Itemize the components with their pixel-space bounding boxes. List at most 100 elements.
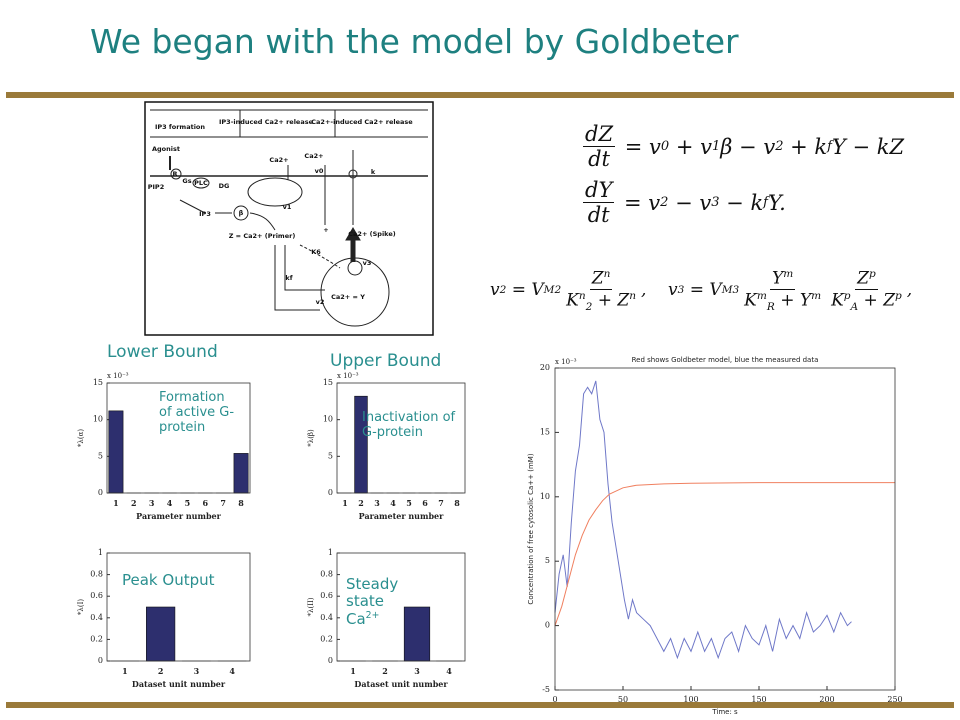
y-tick-label: 10 [540, 492, 550, 501]
eq-sup: n [603, 268, 611, 280]
y-axis-label: *λ(I) [77, 599, 85, 615]
eq-text: Y. [768, 190, 786, 215]
plot-frame [554, 367, 896, 691]
eq-text: = V [506, 280, 544, 301]
eq-text: Y − kZ [831, 134, 905, 159]
x-tick-label: 1 [342, 498, 348, 508]
chart-title: Red shows Goldbeter model, blue the meas… [632, 356, 819, 364]
eq-text: dZ [585, 122, 614, 146]
diagram-label: k [371, 168, 376, 176]
fraction: dZ dt [583, 122, 616, 171]
slide-title: We began with the model by Goldbeter [90, 22, 739, 61]
x-tick-label: 5 [406, 498, 412, 508]
x-tick-label: 0 [552, 695, 557, 704]
eq-text: dt [588, 147, 610, 171]
data-line [554, 380, 852, 660]
eq-sup: m [756, 289, 767, 302]
fraction: Ym KmR + Ym [742, 268, 823, 313]
x-tick-label: 4 [446, 666, 452, 676]
diagram-label: Ca2+-induced Ca2+ release [311, 118, 413, 126]
diagram-label: Ca2+ = Y [331, 293, 365, 301]
x-tick-label: 4 [167, 498, 173, 508]
diagram-label: R [172, 170, 177, 178]
x-axis-label: Dataset unit number [132, 679, 226, 689]
numerator: Zp [855, 268, 878, 290]
eq-sup: m [783, 268, 794, 280]
eq-sub: 0 [660, 139, 670, 154]
eq-sub: 2 [775, 139, 784, 154]
x-tick-label: 3 [194, 666, 200, 676]
x-tick-label: 150 [751, 695, 766, 704]
eq-sub: R [766, 300, 775, 313]
y-tick-label: 15 [323, 378, 333, 387]
diagram-label: v0 [315, 167, 324, 175]
formation-label: Formation of active G-protein [159, 390, 235, 435]
eq-text: + v [669, 134, 712, 159]
x-tick-label: 8 [238, 498, 244, 508]
x-tick-label: 4 [390, 498, 396, 508]
diagram-label: PLC [194, 179, 208, 187]
eq-sup: n [629, 289, 637, 302]
eq-text: , v [641, 280, 678, 301]
eq-text: β − v [720, 134, 776, 159]
eq-text: Y [772, 268, 784, 289]
eq-text: , [906, 280, 913, 301]
y-tick-label: 0 [545, 621, 550, 630]
x-tick-label: 2 [358, 498, 364, 508]
y-tick-label: 20 [540, 363, 550, 372]
diagram-label: Ca2+ [269, 156, 288, 164]
eq-sup: n [578, 289, 586, 302]
offset-label: x 10⁻³ [107, 372, 129, 380]
y-tick-label: 0.6 [90, 591, 103, 600]
x-axis-label: Parameter number [359, 511, 445, 521]
x-tick-label: 6 [422, 498, 428, 508]
y-tick-label: 0 [98, 488, 103, 497]
fraction: dY dt [583, 178, 615, 227]
y-tick-label: 5 [545, 556, 550, 565]
eq-sub: 3 [711, 195, 720, 210]
y-tick-label: 0.4 [90, 613, 103, 622]
plot-area [555, 368, 895, 690]
x-tick-label: 5 [185, 498, 191, 508]
steady-state-label: Steady state Ca2+ [346, 575, 404, 628]
eq-sub: 2 [499, 284, 507, 297]
diagram-label: K6 [311, 248, 321, 256]
diagram-label: β [239, 209, 244, 217]
x-tick-label: 250 [887, 695, 902, 704]
y-tick-label: 0.2 [90, 634, 103, 643]
eq-text: + Y [774, 290, 812, 311]
denominator: dt [586, 147, 612, 171]
y-tick-label: 5 [98, 451, 103, 460]
eq-sub: 1 [711, 139, 721, 154]
eq-sup: p [868, 268, 876, 280]
fraction: Zn Kn2 + Zn [564, 268, 638, 313]
plot-frame [336, 382, 466, 494]
x-tick-label: 1 [113, 498, 119, 508]
y-tick-label: 0.4 [320, 613, 333, 622]
inactivation-label: Inactivation of G-protein [362, 410, 456, 440]
eq-sub: f [763, 195, 768, 210]
denominator: KpA + Zp [829, 290, 904, 313]
y-axis-label: *λ(II) [307, 597, 315, 616]
eq-text: − v [668, 190, 712, 215]
denominator: Kn2 + Zn [564, 290, 638, 313]
bar [108, 410, 124, 494]
diagram-label: IP3 [199, 210, 211, 218]
y-tick-label: -5 [542, 685, 550, 694]
diagram-label: Ca2+ [304, 152, 323, 160]
diagram-label: Ca2+ (Spike) [348, 230, 395, 238]
eq-sub: M2 [543, 284, 562, 297]
diagram-label: + [323, 226, 328, 234]
eq-sup: p [895, 289, 902, 302]
eq-text: dY [585, 178, 613, 202]
eq-sub: M3 [721, 284, 740, 297]
fraction: Zp KpA + Zp [829, 268, 904, 313]
eq-text: Z [591, 268, 604, 289]
x-tick-label: 50 [618, 695, 628, 704]
eq-text: + k [783, 134, 828, 159]
y-axis-label: *λ(β) [307, 429, 315, 447]
eq-text: + Z [858, 290, 896, 311]
x-tick-label: 200 [819, 695, 834, 704]
